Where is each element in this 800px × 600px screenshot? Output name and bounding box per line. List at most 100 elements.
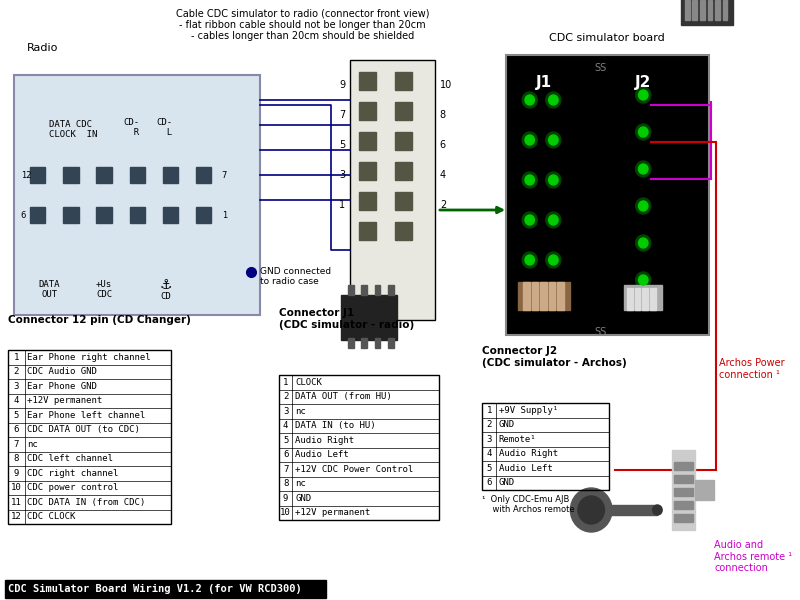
- Text: CDC Audio GND: CDC Audio GND: [27, 367, 98, 376]
- Circle shape: [522, 212, 538, 228]
- Text: 1: 1: [339, 200, 346, 210]
- Circle shape: [578, 496, 605, 524]
- Text: 5: 5: [283, 436, 288, 445]
- Text: 2: 2: [486, 420, 492, 429]
- Bar: [97, 207, 112, 223]
- Circle shape: [546, 252, 561, 268]
- Text: +12V permanent: +12V permanent: [27, 396, 102, 405]
- Circle shape: [636, 161, 651, 177]
- Bar: [7, 350, 171, 524]
- Text: CDC left channel: CDC left channel: [27, 454, 114, 463]
- Text: 8: 8: [440, 110, 446, 120]
- Text: DATA OUT (from HU): DATA OUT (from HU): [295, 392, 392, 401]
- Text: 4: 4: [486, 449, 492, 458]
- Text: Audio Left: Audio Left: [295, 450, 349, 459]
- Bar: [7, 466, 171, 481]
- Text: 4: 4: [14, 396, 18, 405]
- Text: nc: nc: [295, 479, 306, 488]
- Circle shape: [546, 132, 561, 148]
- Bar: [482, 446, 609, 461]
- Circle shape: [636, 124, 651, 140]
- Text: CD-
  R: CD- R: [123, 118, 139, 137]
- Text: CLOCK: CLOCK: [295, 378, 322, 387]
- Circle shape: [636, 235, 651, 251]
- Bar: [395, 72, 413, 90]
- Bar: [30, 167, 46, 183]
- Circle shape: [638, 201, 648, 211]
- Text: 12: 12: [10, 512, 22, 521]
- Bar: [279, 476, 439, 491]
- Text: SS: SS: [594, 63, 606, 73]
- Bar: [196, 167, 211, 183]
- Text: nc: nc: [295, 407, 306, 416]
- Text: 5: 5: [339, 140, 346, 150]
- Circle shape: [636, 272, 651, 288]
- Text: 6: 6: [440, 140, 446, 150]
- Circle shape: [638, 127, 648, 137]
- Bar: [681, 0, 733, 25]
- Bar: [97, 167, 112, 183]
- Circle shape: [549, 175, 558, 185]
- Text: DATA
OUT: DATA OUT: [38, 280, 60, 299]
- Text: +9V Supply¹: +9V Supply¹: [498, 406, 558, 415]
- Text: 6: 6: [14, 425, 18, 434]
- Text: 9: 9: [283, 494, 288, 503]
- Circle shape: [638, 164, 648, 174]
- Text: Ear Phone right channel: Ear Phone right channel: [27, 353, 151, 362]
- Bar: [482, 432, 609, 446]
- Bar: [674, 488, 694, 496]
- Bar: [14, 75, 260, 315]
- Bar: [362, 285, 367, 295]
- Bar: [672, 450, 695, 530]
- Text: 9: 9: [14, 469, 18, 478]
- Bar: [63, 207, 78, 223]
- Text: Archos Power
connection ¹: Archos Power connection ¹: [719, 358, 785, 380]
- Bar: [359, 222, 377, 240]
- Bar: [388, 338, 394, 348]
- Bar: [7, 437, 171, 451]
- Bar: [482, 403, 609, 490]
- Bar: [7, 509, 171, 524]
- Circle shape: [549, 135, 558, 145]
- Bar: [674, 475, 694, 483]
- Bar: [279, 433, 439, 448]
- Text: Ear Phone GND: Ear Phone GND: [27, 382, 98, 391]
- Text: GND connected
to radio case: GND connected to radio case: [260, 267, 331, 286]
- Text: 4: 4: [283, 421, 288, 430]
- Text: GND: GND: [498, 420, 514, 429]
- Text: CDC Simulator Board Wiring V1.2 (for VW RCD300): CDC Simulator Board Wiring V1.2 (for VW …: [7, 584, 302, 594]
- Bar: [685, 0, 690, 20]
- Bar: [7, 408, 171, 422]
- Bar: [279, 389, 439, 404]
- Circle shape: [570, 488, 612, 532]
- Circle shape: [549, 95, 558, 105]
- Text: Connector J2
(CDC simulator - Archos): Connector J2 (CDC simulator - Archos): [482, 346, 627, 368]
- Text: +12V CDC Power Control: +12V CDC Power Control: [295, 465, 414, 474]
- Bar: [359, 162, 377, 180]
- Text: 7: 7: [339, 110, 346, 120]
- Bar: [674, 462, 694, 470]
- Bar: [395, 162, 413, 180]
- Circle shape: [522, 92, 538, 108]
- Bar: [348, 338, 354, 348]
- Circle shape: [522, 252, 538, 268]
- Text: Connector 12 pin (CD Changer): Connector 12 pin (CD Changer): [7, 315, 190, 325]
- Bar: [674, 514, 694, 522]
- Text: +Us
CDC: +Us CDC: [96, 280, 112, 299]
- Text: 1: 1: [222, 211, 227, 220]
- Bar: [162, 167, 178, 183]
- Text: Connector J1
(CDC simulator - radio): Connector J1 (CDC simulator - radio): [279, 308, 414, 330]
- Text: Audio Right: Audio Right: [295, 436, 354, 445]
- Text: CDC DATA OUT (to CDC): CDC DATA OUT (to CDC): [27, 425, 140, 434]
- Bar: [279, 448, 439, 462]
- Bar: [162, 207, 178, 223]
- Bar: [5, 580, 326, 598]
- Text: J2: J2: [635, 75, 651, 90]
- Bar: [506, 55, 710, 335]
- Bar: [482, 418, 609, 432]
- Bar: [540, 282, 546, 310]
- Bar: [518, 282, 570, 310]
- Bar: [196, 207, 211, 223]
- Bar: [482, 403, 609, 418]
- Circle shape: [549, 255, 558, 265]
